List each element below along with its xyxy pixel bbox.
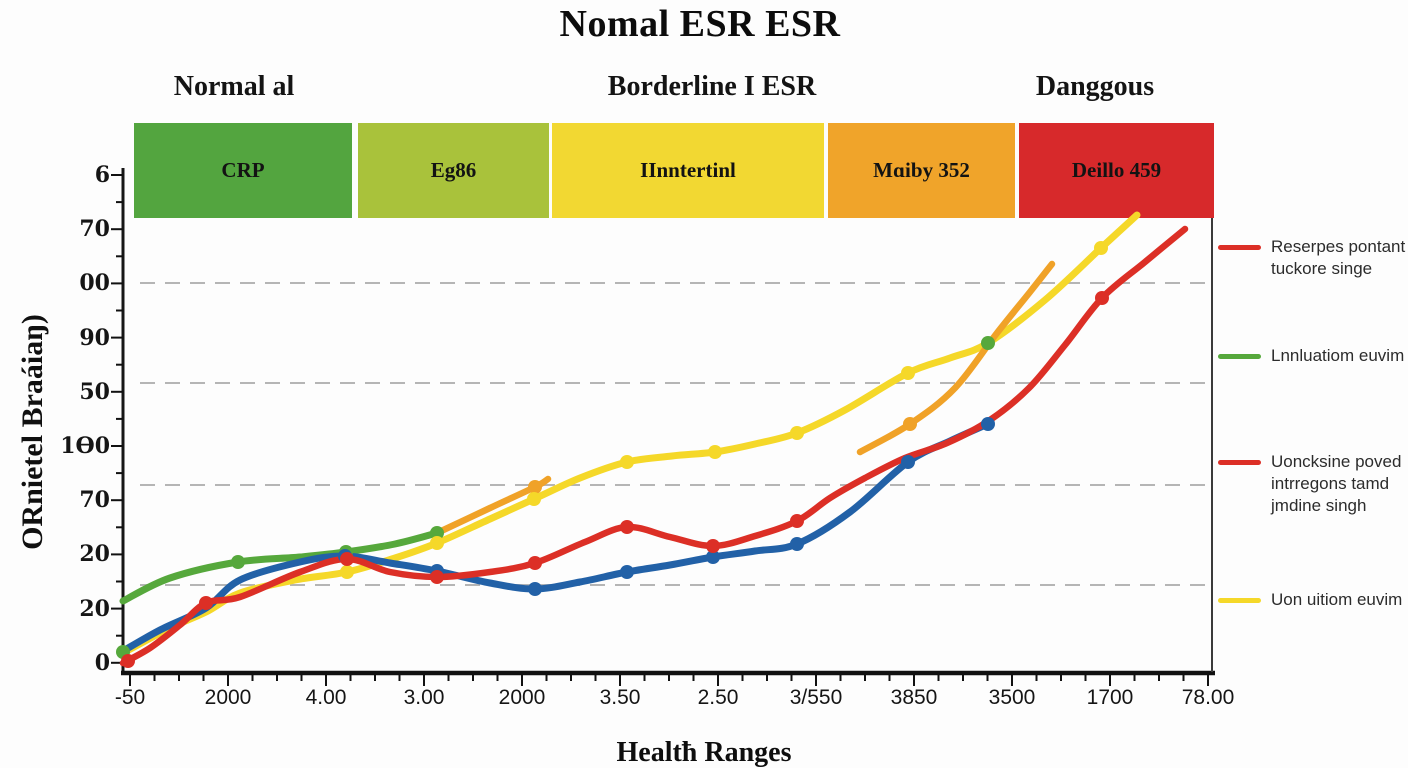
band-label: Deillo 459 — [1071, 158, 1162, 182]
legend-label: Lnnluatiom euvim — [1271, 346, 1405, 365]
data-point — [790, 426, 804, 440]
series-green-line — [119, 529, 441, 605]
zone-header-normal: Normal al — [173, 71, 295, 102]
y-tick-label: 90 — [79, 324, 110, 351]
data-point — [430, 570, 444, 584]
x-tick-label: 2000 — [204, 686, 252, 709]
data-point — [199, 596, 213, 610]
y-axis-title: ORnietel Braáiaŋ) — [16, 314, 49, 550]
data-point — [706, 550, 720, 564]
data-point — [121, 654, 135, 668]
zone-header-dangerous: Danggous — [1035, 71, 1155, 102]
x-tick-label: 3/550 — [789, 686, 843, 709]
band-label: IInntertinl — [640, 158, 736, 182]
y-tick-label: 6 — [94, 162, 110, 188]
data-point — [430, 536, 444, 550]
data-point — [901, 366, 915, 380]
legend-label: Reserpes pontant tuckore singe — [1271, 237, 1406, 278]
data-point — [981, 336, 995, 350]
data-point — [620, 520, 634, 534]
data-point — [790, 537, 804, 551]
band-label: Eg86 — [430, 158, 477, 182]
legend-label: Uoncksine poved intrregons tamd jmdine sin… — [1271, 452, 1402, 515]
y-tick-label: 70 — [79, 487, 110, 514]
legend-swatch-line — [1218, 598, 1261, 603]
zone-header-borderline: Borderline I ESR — [607, 71, 817, 102]
data-point — [340, 565, 354, 579]
y-tick-label: 00 — [79, 270, 110, 297]
legend-label: Uon uitiom euvim — [1271, 590, 1403, 609]
y-tick-label: 20 — [79, 595, 110, 622]
legend-item: Uoncksine poved intrregons tamd jmdine sin… — [1218, 451, 1401, 517]
legend-item: Lnnluatiom euvim — [1218, 345, 1404, 367]
data-point — [708, 445, 722, 459]
data-point — [901, 455, 915, 469]
data-point — [430, 526, 444, 540]
data-point — [527, 492, 541, 506]
data-point — [1094, 241, 1108, 255]
data-point — [340, 552, 354, 566]
x-tick-label: 1700 — [1086, 686, 1134, 709]
band-label: Mɑiby 352 — [873, 158, 970, 182]
band-orange: Mɑiby 352 — [828, 123, 1015, 218]
data-point — [620, 455, 634, 469]
data-point — [790, 514, 804, 528]
data-point — [528, 582, 542, 596]
legend-swatch-line — [1218, 460, 1261, 465]
y-tick-label: 50 — [79, 378, 110, 405]
series-red-line — [119, 225, 1189, 667]
x-tick-label: 2000 — [498, 686, 546, 709]
data-point — [528, 480, 542, 494]
x-tick-label: 3500 — [988, 686, 1036, 709]
legend-item: Uon uitiom euvim — [1218, 589, 1402, 611]
y-tick-label: 20 — [79, 541, 110, 568]
data-point — [981, 417, 995, 431]
x-tick-label: 3850 — [890, 686, 938, 709]
data-point — [903, 417, 917, 431]
data-point — [620, 565, 634, 579]
x-tick-label: -50 — [114, 686, 146, 709]
legend-item: Reserpes pontant tuckore singe — [1218, 236, 1405, 280]
band-normal-green: CRP — [134, 123, 352, 218]
legend-swatch-line — [1218, 245, 1261, 250]
chart-title: Nomal ESR ESR — [559, 3, 841, 45]
y-tick-label: 0 — [94, 649, 110, 676]
x-axis-title: Healtħ Ranges — [616, 737, 792, 768]
band-label: CRP — [221, 158, 265, 182]
legend-swatch-line — [1218, 354, 1261, 359]
series-orange-segment-left — [433, 475, 552, 537]
series-blue-line — [119, 420, 992, 655]
x-tick-label: 3.50 — [599, 686, 641, 709]
x-tick-label: 4.00 — [305, 686, 347, 709]
y-tick-label: 70 — [79, 216, 110, 243]
band-red: Deillo 459 — [1019, 123, 1214, 218]
series-yellow-line — [119, 211, 1141, 657]
x-tick-label: 2.50 — [697, 686, 739, 709]
band-yellow: IInntertinl — [552, 123, 824, 218]
band-yellowgreen: Eg86 — [358, 123, 549, 218]
data-point — [528, 556, 542, 570]
y-tick-label: 1Ɵ0 — [60, 433, 110, 459]
x-tick-label: 78.00 — [1181, 686, 1235, 709]
data-point — [706, 539, 720, 553]
data-point — [1095, 291, 1109, 305]
data-point — [231, 555, 245, 569]
x-tick-label: 3.00 — [403, 686, 445, 709]
